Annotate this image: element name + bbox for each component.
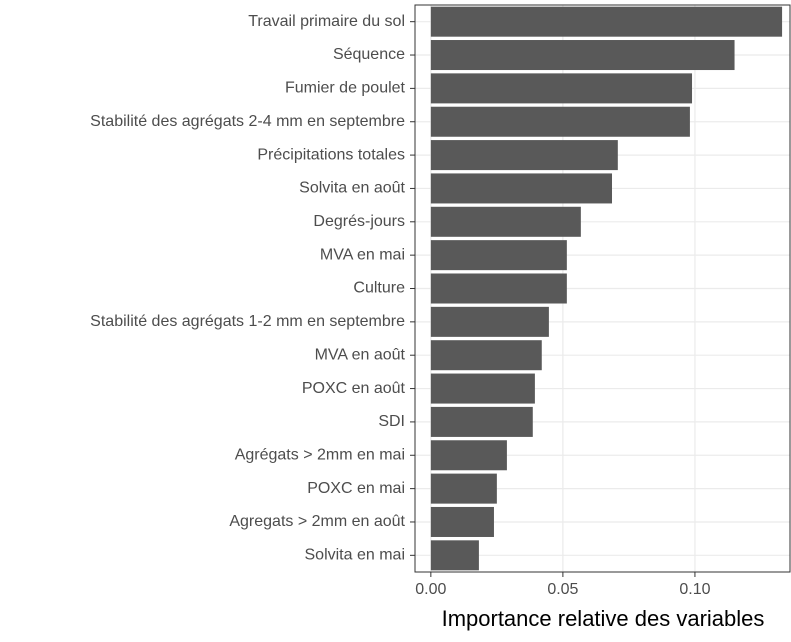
y-tick-label: POXC en mai [307, 480, 405, 497]
bar [430, 273, 567, 304]
y-tick-label: Travail primaire du sol [248, 13, 405, 30]
bar [430, 373, 535, 404]
y-tick-label: Degrés-jours [313, 213, 405, 230]
bar [430, 340, 542, 371]
y-tick-label: Solvita en août [299, 180, 405, 197]
y-tick-label: Séquence [333, 46, 405, 63]
y-tick-label: Culture [353, 280, 405, 297]
bar [430, 406, 533, 437]
bar [430, 506, 494, 537]
bar [430, 440, 507, 471]
bar [430, 73, 693, 104]
x-tick-label: 0.10 [679, 581, 710, 598]
bar [430, 540, 479, 571]
y-tick-label: Stabilité des agrégats 2-4 mm en septemb… [90, 113, 405, 130]
y-tick-label: Agrégats > 2mm en mai [235, 446, 405, 463]
x-axis-title: Importance relative des variables [442, 606, 765, 631]
panel-border [414, 4, 791, 573]
y-tick-label: POXC en août [302, 380, 406, 397]
bar [430, 140, 618, 171]
bar [430, 40, 735, 71]
bar [430, 173, 613, 204]
y-tick-label: Précipitations totales [257, 146, 405, 163]
y-tick-label: SDI [378, 413, 405, 430]
x-tick-label: 0.05 [547, 581, 578, 598]
bar [430, 206, 581, 237]
bar [430, 306, 549, 337]
bar [430, 473, 497, 504]
y-tick-label: Agregats > 2mm en août [229, 513, 405, 530]
bar [430, 106, 690, 137]
x-tick-label: 0.00 [415, 581, 446, 598]
y-tick-label: MVA en mai [320, 246, 405, 263]
bar [430, 240, 567, 271]
y-tick-label: Fumier de poulet [285, 80, 406, 97]
y-tick-label: Solvita en mai [305, 547, 406, 564]
y-tick-label: MVA en août [315, 346, 406, 363]
bar [430, 6, 783, 37]
y-tick-label: Stabilité des agrégats 1-2 mm en septemb… [90, 313, 405, 330]
